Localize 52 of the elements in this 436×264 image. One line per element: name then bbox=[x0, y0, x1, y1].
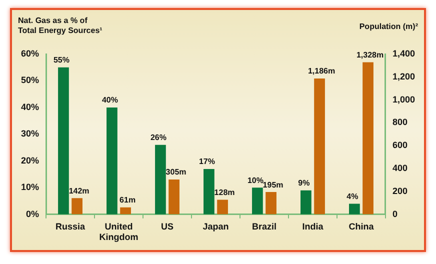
x-tick-label: India bbox=[302, 221, 324, 232]
data-label: 55% bbox=[53, 56, 70, 65]
x-tick-label: United Kingdom bbox=[99, 221, 138, 242]
y-tick-label: 40% bbox=[21, 102, 40, 112]
bar bbox=[300, 190, 312, 214]
data-label: 9% bbox=[298, 178, 310, 188]
y2-tick-label: 800 bbox=[392, 117, 408, 128]
bar bbox=[120, 207, 131, 214]
y-axis-title: Nat. Gas as a % of Total Energy Sources¹ bbox=[18, 16, 104, 36]
data-label: 1,328m bbox=[356, 50, 384, 60]
data-label: 142m bbox=[68, 186, 90, 196]
x-tick-label: Brazil bbox=[252, 221, 276, 232]
bar bbox=[349, 204, 360, 214]
data-label: 26% bbox=[150, 133, 166, 142]
bar bbox=[58, 67, 69, 214]
y2-tick-label: 400 bbox=[392, 163, 408, 174]
y2-axis-title: Population (m)² bbox=[359, 22, 418, 31]
y2-tick-label: 600 bbox=[392, 140, 408, 150]
y-tick-label: 0% bbox=[26, 208, 40, 219]
data-label: 61m bbox=[120, 196, 136, 205]
y-tick-label: 60% bbox=[21, 48, 40, 58]
data-label: 10% bbox=[247, 176, 264, 185]
y2-tick-label: 0 bbox=[392, 208, 398, 219]
bar bbox=[266, 192, 276, 214]
bar bbox=[362, 62, 374, 214]
x-tick-label: Japan bbox=[202, 221, 229, 232]
bar bbox=[217, 200, 228, 214]
bar bbox=[155, 144, 166, 214]
data-label: 128m bbox=[214, 188, 235, 197]
y-tick-label: 10% bbox=[21, 182, 40, 192]
data-label: 1,186m bbox=[308, 66, 336, 76]
y2-tick-label: 200 bbox=[392, 186, 408, 196]
data-label: 40% bbox=[102, 96, 118, 105]
data-label: 195m bbox=[262, 180, 284, 190]
y-tick-label: 50% bbox=[21, 75, 40, 86]
data-label: 4% bbox=[346, 192, 358, 201]
bar bbox=[314, 78, 325, 214]
x-tick-label: Russia bbox=[56, 221, 86, 232]
bar bbox=[168, 179, 180, 214]
y2-tick-label: 1,200 bbox=[392, 71, 416, 82]
y2-tick-label: 1,400 bbox=[392, 48, 416, 58]
data-label: 17% bbox=[198, 157, 215, 166]
data-label: 305m bbox=[166, 168, 186, 177]
x-tick-label: China bbox=[348, 221, 375, 232]
y2-tick-label: 1,000 bbox=[392, 94, 416, 104]
x-tick-label: US bbox=[160, 221, 174, 232]
y-tick-label: 30% bbox=[21, 128, 40, 139]
y-tick-label: 20% bbox=[21, 155, 40, 166]
bar bbox=[106, 107, 118, 214]
bar bbox=[252, 188, 263, 214]
bar bbox=[72, 198, 82, 214]
bar bbox=[204, 168, 214, 214]
